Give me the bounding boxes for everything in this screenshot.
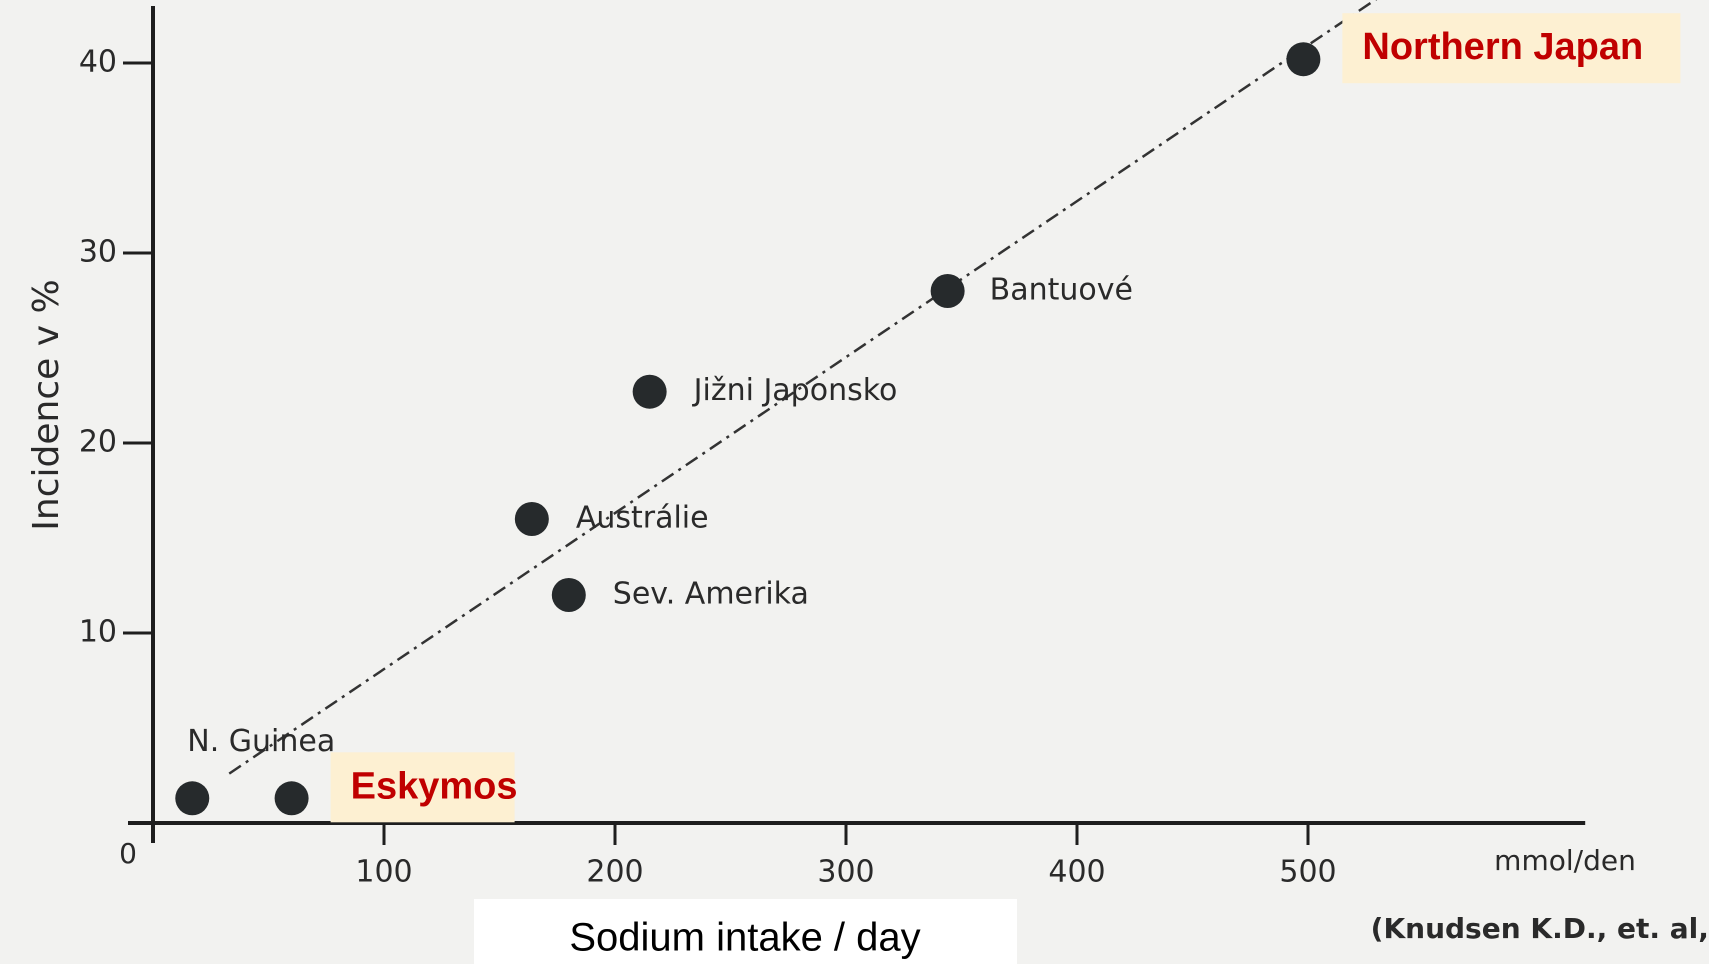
x-tick-label: 100 xyxy=(355,855,412,890)
y-tick-label: 30 xyxy=(79,235,117,270)
point-label: Eskymos xyxy=(351,765,518,807)
source: (Knudsen K.D., et. al, 1966) xyxy=(1371,912,1709,945)
point xyxy=(930,274,965,308)
label-box xyxy=(330,752,515,823)
point xyxy=(632,374,667,409)
x-tick-label: 400 xyxy=(1048,855,1105,890)
x-tick-label: 500 xyxy=(1279,855,1336,890)
y-tick-label: 40 xyxy=(79,45,117,80)
point xyxy=(514,502,549,536)
point-label: Jižni Japonsko xyxy=(692,373,898,408)
y-tick-label: 20 xyxy=(79,425,117,460)
x-tick-label: 0 xyxy=(119,837,137,870)
x-tick-label: 200 xyxy=(586,855,643,890)
point-label: Bantuové xyxy=(990,273,1133,308)
label-box xyxy=(1342,13,1681,84)
point xyxy=(551,578,586,612)
x-tick-label: 300 xyxy=(817,855,874,890)
x-unit: mmol/den xyxy=(1494,844,1636,877)
point xyxy=(1286,42,1321,77)
point-label: N. Guinea xyxy=(187,724,335,759)
y-axis-label: Incidence v % xyxy=(26,279,67,530)
point-label: Sev. Amerika xyxy=(613,577,809,612)
point xyxy=(274,781,309,816)
point-label: Austrálie xyxy=(576,501,709,536)
point xyxy=(175,781,210,816)
point-label: Northern Japan xyxy=(1362,26,1643,68)
x-label-box xyxy=(474,899,1017,964)
y-tick-label: 10 xyxy=(79,615,117,650)
x-axis-label: Sodium intake / day xyxy=(569,916,920,960)
